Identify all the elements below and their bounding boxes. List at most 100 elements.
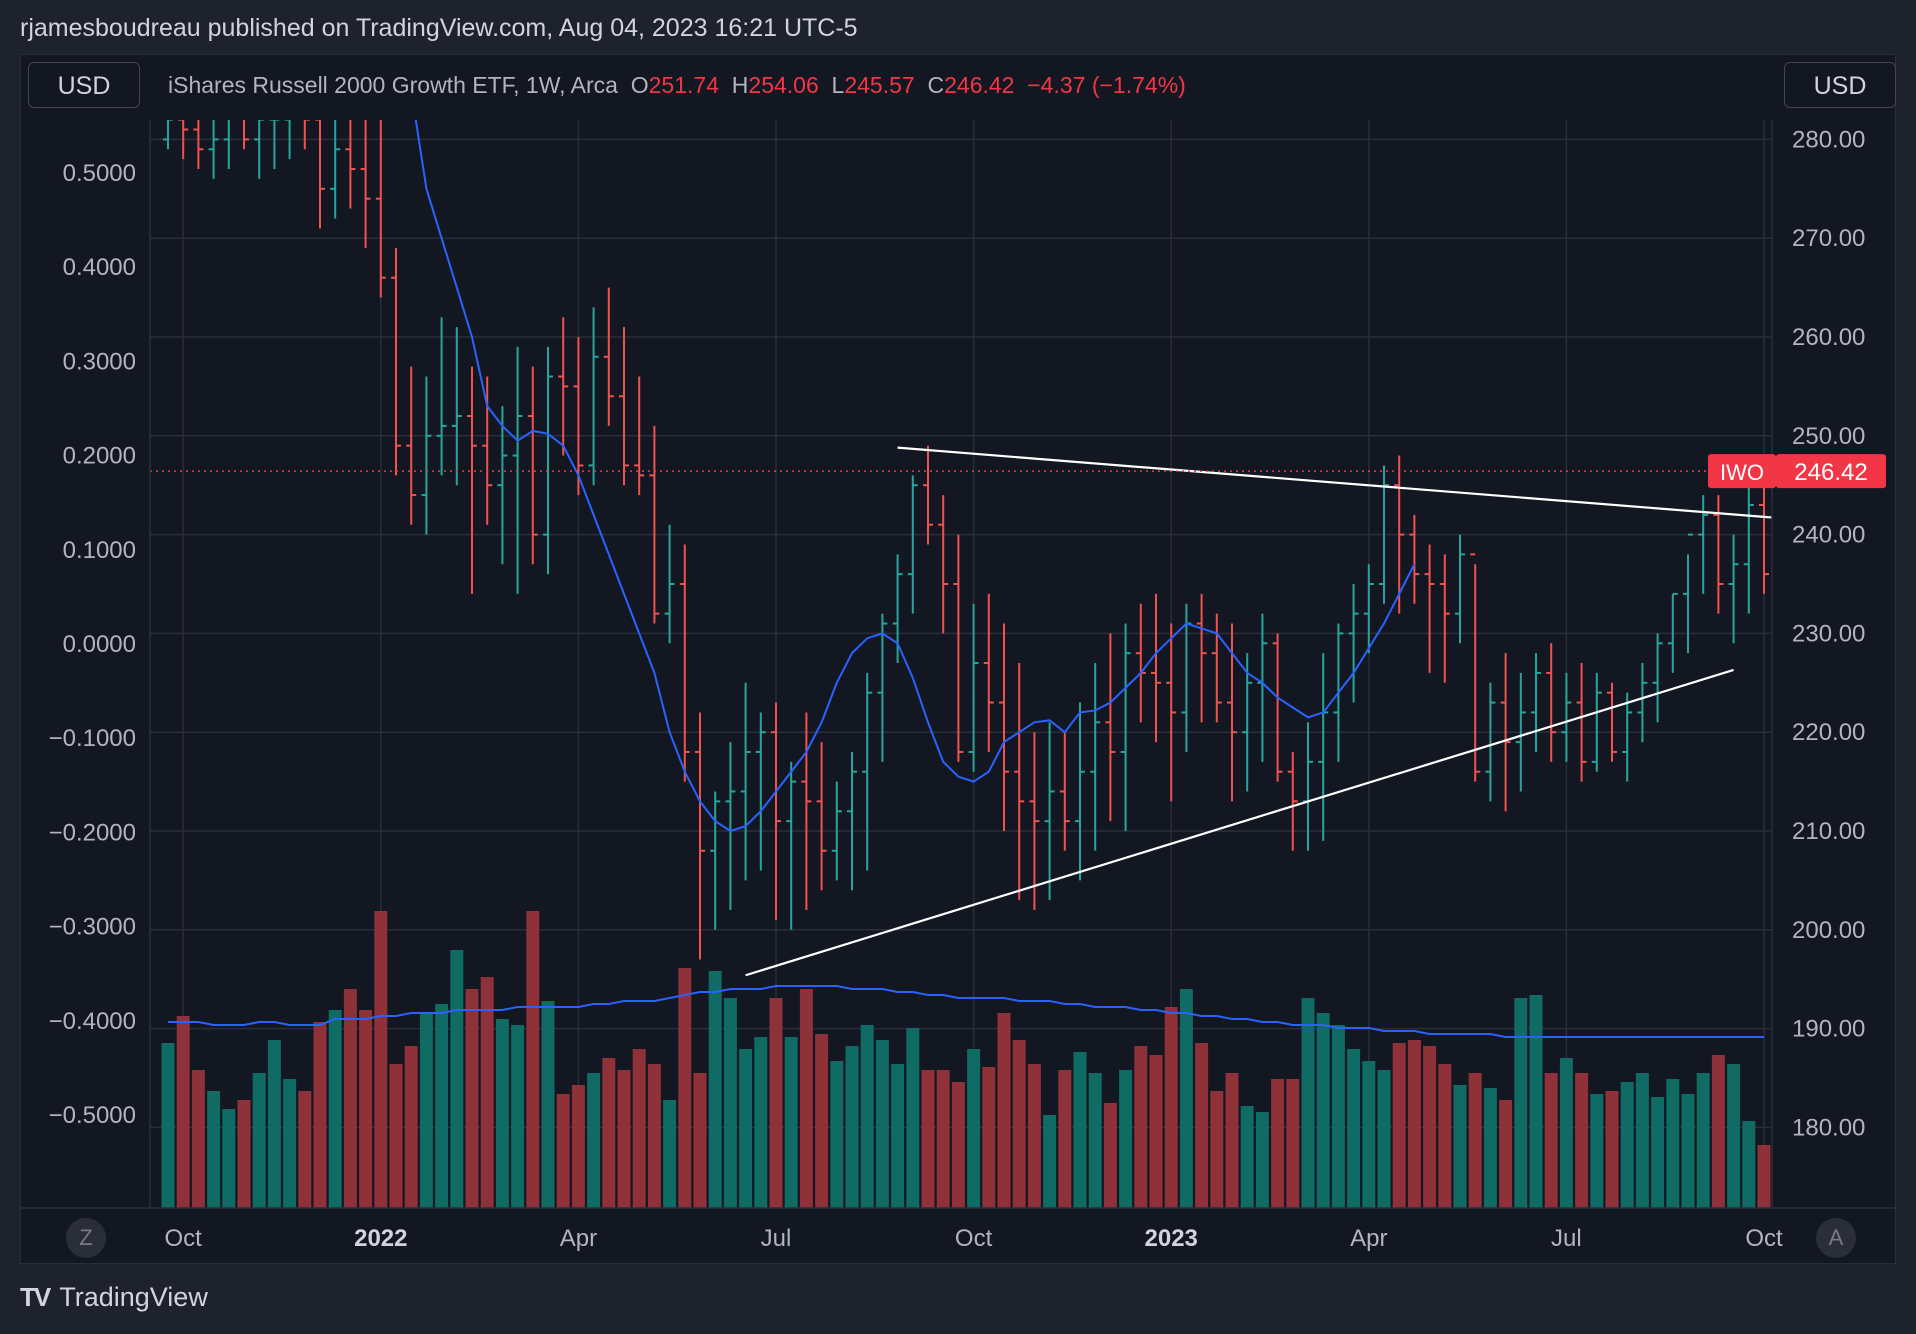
ohlc-bar	[847, 751, 857, 891]
ohlc-bar	[1728, 534, 1739, 644]
left-axis-tick-label: −0.1000	[49, 725, 136, 752]
ohlc-bar	[1546, 643, 1557, 762]
right-axis-tick-label: 190.00	[1792, 1016, 1865, 1043]
volume-bar	[1255, 1112, 1269, 1208]
right-axis-tick-label: 220.00	[1792, 719, 1865, 746]
left-axis-tick-label: 0.2000	[63, 443, 136, 470]
ohlc-bar	[801, 712, 812, 911]
volume-bar	[1696, 1073, 1710, 1208]
ohlc-bar	[892, 554, 903, 664]
ohlc-bar	[303, 120, 310, 150]
volume-bar	[936, 1070, 950, 1208]
ohlc-bar	[1394, 455, 1405, 614]
ohlc-bar	[1029, 732, 1040, 911]
volume-moving-average	[168, 985, 1764, 1038]
volume-bar	[1559, 1058, 1573, 1208]
volume-bar	[663, 1100, 677, 1208]
right-axis-tick-label: 250.00	[1792, 423, 1865, 450]
ohlc-bar	[1166, 623, 1177, 802]
volume-bar	[951, 1082, 965, 1208]
ohlc-bar	[740, 682, 751, 881]
symbol-tag-label: IWO	[1720, 460, 1764, 485]
ohlc-bar	[1196, 593, 1207, 723]
left-axis-tick-label: 0.1000	[63, 537, 136, 564]
volume-bar	[1027, 1064, 1041, 1208]
volume-bar	[389, 1064, 403, 1208]
ohlc-bar	[375, 120, 386, 298]
volume-bar	[1529, 995, 1543, 1208]
ohlc-bar	[243, 120, 249, 150]
volume-bar	[222, 1109, 236, 1208]
volume-bar	[891, 1064, 905, 1208]
volume-bar	[1514, 998, 1528, 1208]
volume-bar	[1453, 1085, 1467, 1208]
low-label: L	[831, 72, 845, 98]
ohlc-bar	[1439, 554, 1450, 683]
zoom-button[interactable]: Z	[66, 1218, 106, 1258]
left-axis-tick-label: 0.0000	[63, 631, 136, 658]
ohlc-bar	[786, 761, 797, 930]
ohlc-bar	[1424, 544, 1435, 673]
right-axis-tick-label: 280.00	[1792, 126, 1865, 153]
ohlc-bar	[1363, 564, 1374, 654]
ohlc-bar	[573, 337, 584, 496]
volume-bar	[1635, 1073, 1649, 1208]
low-value: 245.57	[844, 72, 915, 98]
volume-bar	[845, 1046, 859, 1208]
ohlc-bar	[968, 603, 979, 772]
time-axis-tick-label: Jul	[761, 1225, 792, 1252]
trendlines[interactable]	[745, 446, 1825, 977]
ohlc-bar	[695, 712, 705, 960]
volume-bar	[1483, 1088, 1497, 1208]
ohlc-bar	[1211, 613, 1222, 723]
right-currency-button[interactable]: USD	[1784, 62, 1896, 108]
volume-bar	[1210, 1091, 1224, 1208]
volume-bar	[161, 1043, 175, 1208]
volume-bar	[723, 998, 737, 1208]
ohlc-bar	[755, 712, 766, 871]
volume-bar	[313, 1022, 327, 1208]
high-label: H	[731, 72, 749, 98]
volume-bar	[1575, 1073, 1589, 1208]
ohlc-bar	[360, 120, 371, 249]
volume-bar	[1331, 1025, 1345, 1208]
left-axis-tick-label: −0.5000	[49, 1102, 136, 1129]
ohlc-bar	[330, 120, 341, 219]
auto-scale-button[interactable]: A	[1816, 1218, 1856, 1258]
open-value: 251.74	[648, 72, 719, 98]
volume-bar	[1605, 1091, 1619, 1208]
ohlc-bar	[1379, 465, 1389, 604]
ohlc-bar	[619, 327, 629, 486]
volume-bar	[1377, 1070, 1391, 1208]
volume-bar	[799, 989, 813, 1208]
ohlc-bar	[1075, 702, 1085, 881]
time-axis-tick-label: Jul	[1551, 1225, 1582, 1252]
volume-bar	[602, 1058, 616, 1208]
ohlc-bar	[436, 317, 447, 476]
volume-bar	[435, 1004, 449, 1208]
volume-bar	[587, 1073, 601, 1208]
trendline-2	[745, 668, 1734, 977]
ohlc-bar	[1561, 672, 1572, 762]
left-currency-button[interactable]: USD	[28, 62, 140, 108]
ohlc-bar	[512, 346, 523, 594]
volume-bar	[1149, 1055, 1163, 1208]
time-axis-tick-label: Apr	[560, 1225, 597, 1252]
ohlc-bar	[999, 623, 1009, 831]
volume-bar	[1468, 1073, 1482, 1208]
volume-bar	[1651, 1097, 1665, 1208]
volume-bar	[1012, 1040, 1026, 1208]
volume-bar	[1711, 1055, 1725, 1208]
ohlc-bar	[1272, 633, 1283, 782]
ohlc-bar	[558, 317, 569, 456]
volume-bar	[419, 1013, 433, 1208]
ohlc-bar	[771, 702, 781, 920]
ohlc-bar	[1743, 485, 1754, 614]
volume-bars	[161, 911, 1771, 1208]
ohlc-bar	[421, 376, 432, 535]
instrument-name: iShares Russell 2000 Growth ETF, 1W, Arc…	[168, 72, 618, 98]
volume-bar	[237, 1100, 251, 1208]
ohlc-bar	[831, 781, 842, 881]
volume-bar	[1544, 1073, 1558, 1208]
